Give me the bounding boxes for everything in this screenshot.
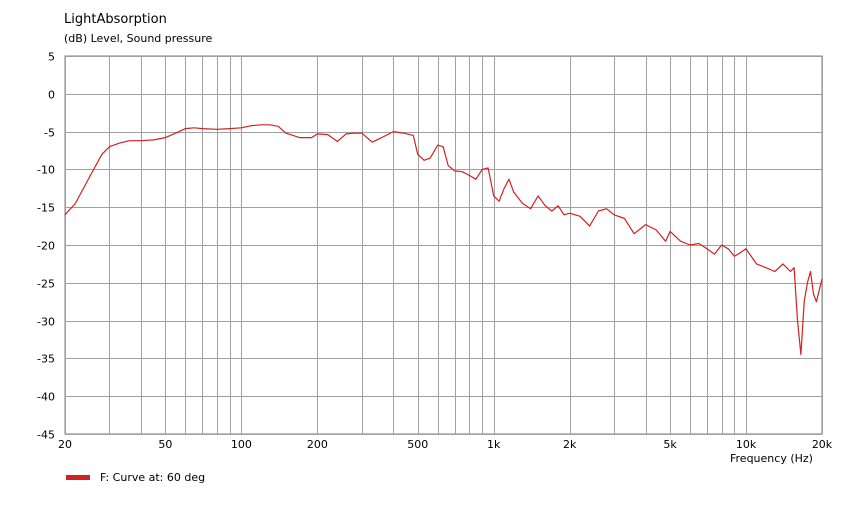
y-tick-label: 5 bbox=[48, 51, 55, 64]
y-tick-label: -15 bbox=[37, 202, 55, 215]
x-tick-label: 2k bbox=[563, 438, 577, 451]
x-axis-label: Frequency (Hz) bbox=[730, 452, 813, 465]
y-tick-label: -10 bbox=[37, 164, 55, 177]
series-line bbox=[64, 124, 823, 356]
x-tick-label: 50 bbox=[158, 438, 172, 451]
x-tick-label: 1k bbox=[487, 438, 501, 451]
y-tick-label: -45 bbox=[37, 429, 55, 442]
legend-label: F: Curve at: 60 deg bbox=[100, 470, 206, 484]
y-tick-label: -20 bbox=[37, 240, 55, 253]
x-tick-label: 500 bbox=[407, 438, 428, 451]
legend: F: Curve at: 60 deg bbox=[66, 470, 205, 484]
y-tick-label: 0 bbox=[48, 89, 55, 102]
x-tick-label: 100 bbox=[231, 438, 252, 451]
x-tick-label: 5k bbox=[663, 438, 677, 451]
x-tick-label: 10k bbox=[736, 438, 757, 451]
y-axis-label: (dB) Level, Sound pressure bbox=[64, 32, 213, 45]
x-tick-label: 20 bbox=[58, 438, 72, 451]
x-tick-label: 200 bbox=[307, 438, 328, 451]
legend-swatch bbox=[66, 474, 90, 480]
x-tick-label: 20k bbox=[812, 438, 833, 451]
y-tick-label: -35 bbox=[37, 353, 55, 366]
y-tick-label: -25 bbox=[37, 278, 55, 291]
y-tick-label: -40 bbox=[37, 391, 55, 404]
y-tick-label: -30 bbox=[37, 316, 55, 329]
y-tick-label: -5 bbox=[44, 127, 55, 140]
chart-title: LightAbsorption bbox=[64, 12, 167, 27]
